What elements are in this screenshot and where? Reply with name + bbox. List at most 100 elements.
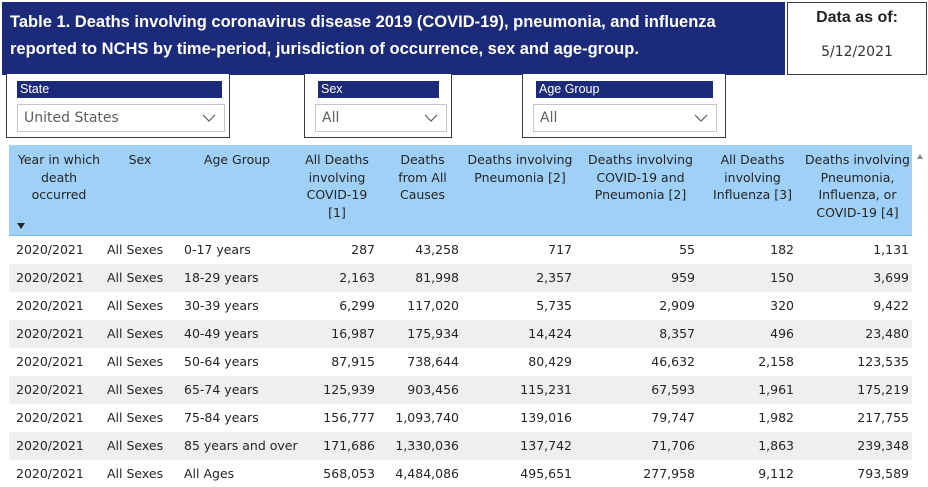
- column-header-line: Year in which: [17, 152, 101, 167]
- table-row[interactable]: 2020/2021 All Sexes 85 years and over 171,6…: [9, 432, 912, 460]
- table-cell: 568,053: [323, 466, 375, 481]
- table-cell: 217,755: [857, 410, 909, 425]
- table-cell: 2,357: [536, 270, 572, 285]
- state-slicer-header: State: [17, 81, 222, 98]
- table-cell: 46,632: [651, 354, 695, 369]
- table-cell: 959: [671, 270, 695, 285]
- age-group-dropdown[interactable]: All: [533, 104, 717, 132]
- table-cell: 85 years and over: [184, 438, 298, 453]
- table-cell: 717: [548, 242, 572, 257]
- table-cell: 1,131: [873, 242, 909, 257]
- column-header-line: Pneumonia [2]: [474, 169, 566, 185]
- deaths-table: Year in which death occurred Sex Age Group Al…: [9, 145, 927, 487]
- table-row[interactable]: 2020/2021 All Sexes 30-39 years 6,299 117,02…: [9, 292, 912, 320]
- table-cell: 1,863: [758, 438, 794, 453]
- table-cell: 156,777: [323, 410, 375, 425]
- sex-slicer: Sex All: [304, 74, 452, 138]
- column-header-6[interactable]: Deaths involving Pneumonia [2]: [466, 151, 574, 186]
- table-cell: All Sexes: [107, 270, 164, 285]
- age-group-slicer: Age Group All: [522, 74, 726, 138]
- table-cell: 320: [770, 298, 794, 313]
- table-row[interactable]: 2020/2021 All Sexes 18-29 years 2,163 81,998…: [9, 264, 912, 292]
- column-header-7[interactable]: Deaths involving COVID-19 and Pneumonia [2…: [584, 151, 697, 204]
- table-cell: 137,742: [520, 438, 572, 453]
- column-header-2[interactable]: Sex: [105, 151, 175, 169]
- vertical-scrollbar[interactable]: [914, 145, 927, 487]
- column-header-line: from All: [398, 169, 447, 185]
- table-cell: 87,915: [331, 354, 375, 369]
- table-row[interactable]: 2020/2021 All Sexes 65-74 years 125,939 903,…: [9, 376, 912, 404]
- age-group-slicer-header: Age Group: [536, 81, 713, 98]
- table-cell: 9,112: [758, 466, 794, 481]
- table-cell: All Sexes: [107, 438, 164, 453]
- table-cell: 175,219: [857, 382, 909, 397]
- table-cell: 16,987: [331, 326, 375, 341]
- table-cell: All Sexes: [107, 326, 164, 341]
- column-header-1[interactable]: Year in which death occurred: [14, 151, 104, 204]
- table-cell: 496: [770, 326, 794, 341]
- table-cell: 1,961: [758, 382, 794, 397]
- table-cell: 2020/2021: [16, 438, 84, 453]
- column-header-line: occurred: [31, 187, 87, 202]
- table-row[interactable]: 2020/2021 All Sexes 0-17 years 287 43,258 717…: [9, 236, 912, 264]
- table-cell: 8,357: [659, 326, 695, 341]
- table-cell: 4,484,086: [395, 466, 459, 481]
- table-cell: All Sexes: [107, 242, 164, 257]
- table-cell: 903,456: [407, 382, 459, 397]
- table-cell: 117,020: [407, 298, 459, 313]
- column-header-line: Deaths involving: [805, 152, 910, 167]
- table-cell: 50-64 years: [184, 354, 259, 369]
- column-header-line: All Deaths: [720, 152, 785, 167]
- sex-dropdown[interactable]: All: [315, 104, 447, 132]
- table-cell: 2020/2021: [16, 354, 84, 369]
- column-header-line: Deaths involving: [467, 152, 573, 167]
- table-cell: 71,706: [651, 438, 695, 453]
- table-cell: 2020/2021: [16, 270, 84, 285]
- column-header-9[interactable]: Deaths involving Pneumonia, Influenza, or C…: [804, 151, 911, 221]
- report-title-line-2: reported to NCHS by time-period, jurisdi…: [10, 40, 639, 58]
- table-cell: 0-17 years: [184, 242, 251, 257]
- table-cell: 3,699: [873, 270, 909, 285]
- column-header-line: COVID-19 and: [596, 169, 685, 185]
- sort-descending-icon[interactable]: [17, 223, 25, 229]
- column-header-line: Causes: [399, 187, 446, 202]
- report-title-line-1: Table 1. Deaths involving coronavirus di…: [10, 13, 716, 31]
- table-cell: 287: [351, 242, 375, 257]
- table-cell: 75-84 years: [184, 410, 259, 425]
- table-cell: 2,158: [758, 354, 794, 369]
- table-row[interactable]: 2020/2021 All Sexes 40-49 years 16,987 175,9…: [9, 320, 912, 348]
- table-cell: 55: [679, 242, 695, 257]
- table-cell: 2020/2021: [16, 466, 84, 481]
- table-cell: 80,429: [528, 354, 572, 369]
- chevron-down-icon: [694, 114, 708, 122]
- chevron-down-icon: [424, 114, 438, 122]
- table-cell: 2020/2021: [16, 242, 84, 257]
- table-cell: 2,909: [659, 298, 695, 313]
- column-header-line: COVID-19 [4]: [816, 204, 899, 220]
- table-cell: 171,686: [323, 438, 375, 453]
- table-cell: 1,093,740: [395, 410, 459, 425]
- table-header: Year in which death occurred Sex Age Group Al…: [9, 145, 912, 236]
- scroll-up-arrow-icon[interactable]: [917, 154, 923, 159]
- table-row[interactable]: 2020/2021 All Sexes All Ages 568,053 4,484,0…: [9, 460, 912, 487]
- column-header-5[interactable]: Deaths from All Causes: [384, 151, 461, 204]
- table-cell: 277,958: [643, 466, 695, 481]
- column-header-4[interactable]: All Deaths involving COVID-19 [1]: [297, 151, 377, 221]
- state-dropdown[interactable]: United States: [17, 104, 225, 132]
- table-cell: 1,330,036: [395, 438, 459, 453]
- table-cell: 5,735: [536, 298, 572, 313]
- table-cell: 43,258: [415, 242, 459, 257]
- column-header-3[interactable]: Age Group: [182, 151, 292, 169]
- column-header-line: Deaths involving: [588, 152, 693, 167]
- data-as-of-value: 5/12/2021: [821, 44, 893, 60]
- table-row[interactable]: 2020/2021 All Sexes 50-64 years 87,915 738,6…: [9, 348, 912, 376]
- column-header-8[interactable]: All Deaths involving Influenza [3]: [709, 151, 796, 204]
- table-cell: All Sexes: [107, 466, 164, 481]
- table-row[interactable]: 2020/2021 All Sexes 75-84 years 156,777 1,09…: [9, 404, 912, 432]
- data-as-of-label: Data as of:: [816, 9, 898, 26]
- table-cell: 14,424: [528, 326, 572, 341]
- column-header-line: Influenza [3]: [713, 187, 792, 202]
- table-cell: 182: [770, 242, 794, 257]
- chevron-down-icon: [202, 114, 216, 122]
- column-header-line: involving: [308, 169, 366, 185]
